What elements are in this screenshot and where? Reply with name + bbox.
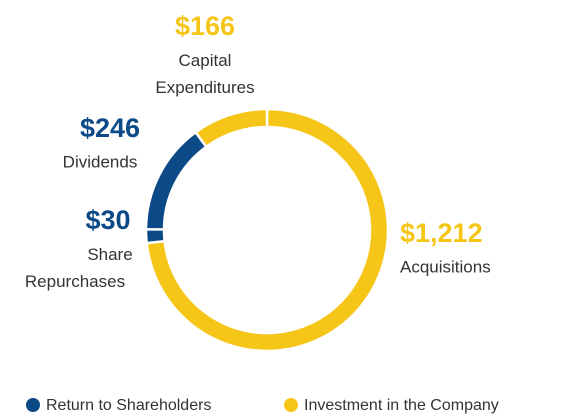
value-label: $30	[85, 205, 130, 235]
category-label: Dividends	[63, 152, 138, 171]
donut-slice	[144, 130, 209, 231]
value-label: $246	[80, 113, 140, 143]
category-label: Capital Expenditures	[155, 51, 254, 97]
donut-slice	[193, 107, 269, 149]
legend-marker	[284, 398, 298, 412]
category-label: Acquisitions	[400, 257, 491, 276]
donut-slice	[144, 228, 166, 245]
value-label: $1,212	[400, 218, 483, 248]
category-label: Share Repurchases	[25, 245, 133, 291]
legend-label: Investment in the Company	[304, 397, 499, 414]
value-label: $166	[175, 11, 235, 41]
legend-marker	[26, 398, 40, 412]
legend-label: Return to Shareholders	[46, 397, 211, 414]
